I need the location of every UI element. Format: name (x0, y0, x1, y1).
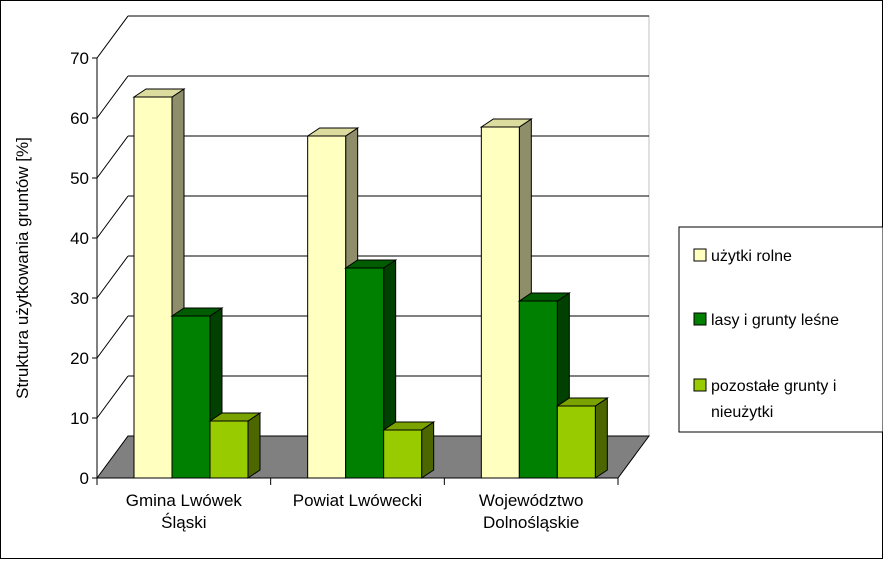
bar (209, 420, 249, 479)
y-tick-label: 10 (70, 409, 89, 428)
bar (556, 405, 596, 479)
legend-swatch (693, 312, 707, 326)
legend: użytki rolne lasy i grunty leśne pozostałe… (678, 226, 883, 433)
gridline-side (96, 135, 129, 179)
bar (518, 300, 558, 479)
gridline-side (96, 15, 129, 59)
bar (345, 267, 385, 479)
y-axis-label: Struktura użytkowania gruntów [%] (13, 137, 32, 399)
legend-box (678, 226, 883, 433)
bar (383, 429, 423, 479)
bar-side (421, 421, 435, 479)
x-category-label: Gmina Lwówek (126, 491, 243, 510)
x-category-label: Województwo (479, 491, 584, 510)
bar (480, 126, 520, 479)
y-axis: 0 10 20 30 40 50 60 70 (70, 49, 98, 488)
legend-label: pozostałe grunty i (711, 378, 836, 395)
gridline-side (96, 375, 129, 419)
y-tick-label: 0 (80, 469, 89, 488)
bar (133, 96, 173, 479)
bar (307, 135, 347, 479)
gridline-side (96, 315, 129, 359)
legend-label: lasy i grunty leśne (711, 312, 839, 329)
y-tick-label: 20 (70, 349, 89, 368)
x-category-label: Powiat Lwówecki (293, 491, 422, 510)
y-tick-label: 70 (70, 49, 89, 68)
bars (132, 88, 609, 479)
x-category-label: Śląski (161, 513, 206, 532)
legend-swatch (693, 248, 707, 262)
gridline-side (96, 75, 129, 119)
y-tick-label: 40 (70, 229, 89, 248)
bar (171, 315, 211, 479)
legend-swatch (693, 378, 707, 392)
y-tick-label: 60 (70, 109, 89, 128)
gridline-side (96, 255, 129, 299)
y-tick-label: 30 (70, 289, 89, 308)
bar-side (247, 412, 261, 479)
y-tick-label: 50 (70, 169, 89, 188)
bar-side (594, 397, 608, 479)
legend-label: nieużytki (711, 404, 773, 421)
x-axis: Gmina Lwówek Śląski Powiat Lwówecki Wojewód… (96, 477, 619, 532)
legend-label: użytki rolne (711, 248, 792, 265)
gridline-side (96, 195, 129, 239)
x-category-label: Dolnośląskie (483, 513, 579, 532)
